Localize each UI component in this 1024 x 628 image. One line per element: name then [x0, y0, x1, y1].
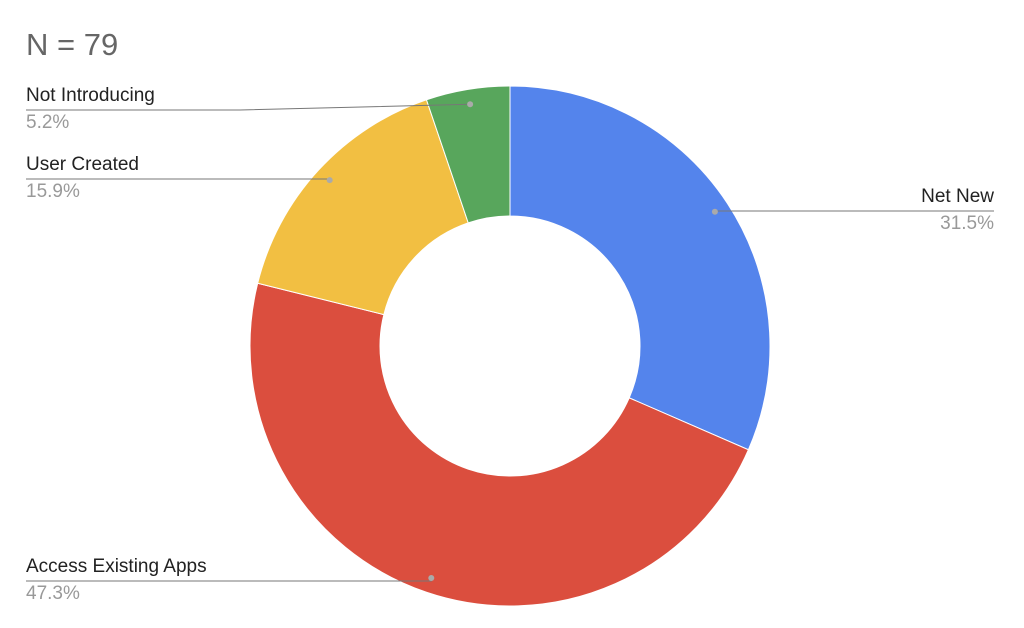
slice-value-label: 31.5% — [940, 213, 994, 234]
slice-label: User Created — [26, 154, 139, 175]
donut-slice — [257, 99, 469, 316]
slice-value-label: 15.9% — [26, 181, 80, 202]
leader-dot — [326, 177, 333, 184]
leader-dot — [467, 101, 474, 108]
slice-value-label: 47.3% — [26, 583, 80, 604]
donut-slice — [249, 282, 750, 607]
leader-dot — [428, 575, 435, 582]
leader-line — [26, 103, 471, 111]
donut-slice — [425, 85, 511, 224]
slice-label: Net New — [921, 186, 994, 207]
leader-dot — [711, 208, 718, 215]
slice-value-label: 5.2% — [26, 112, 69, 133]
chart-title: N = 79 — [26, 27, 118, 62]
slice-label: Access Existing Apps — [26, 556, 207, 577]
slice-label: Not Introducing — [26, 85, 155, 106]
donut-slice — [509, 85, 771, 451]
